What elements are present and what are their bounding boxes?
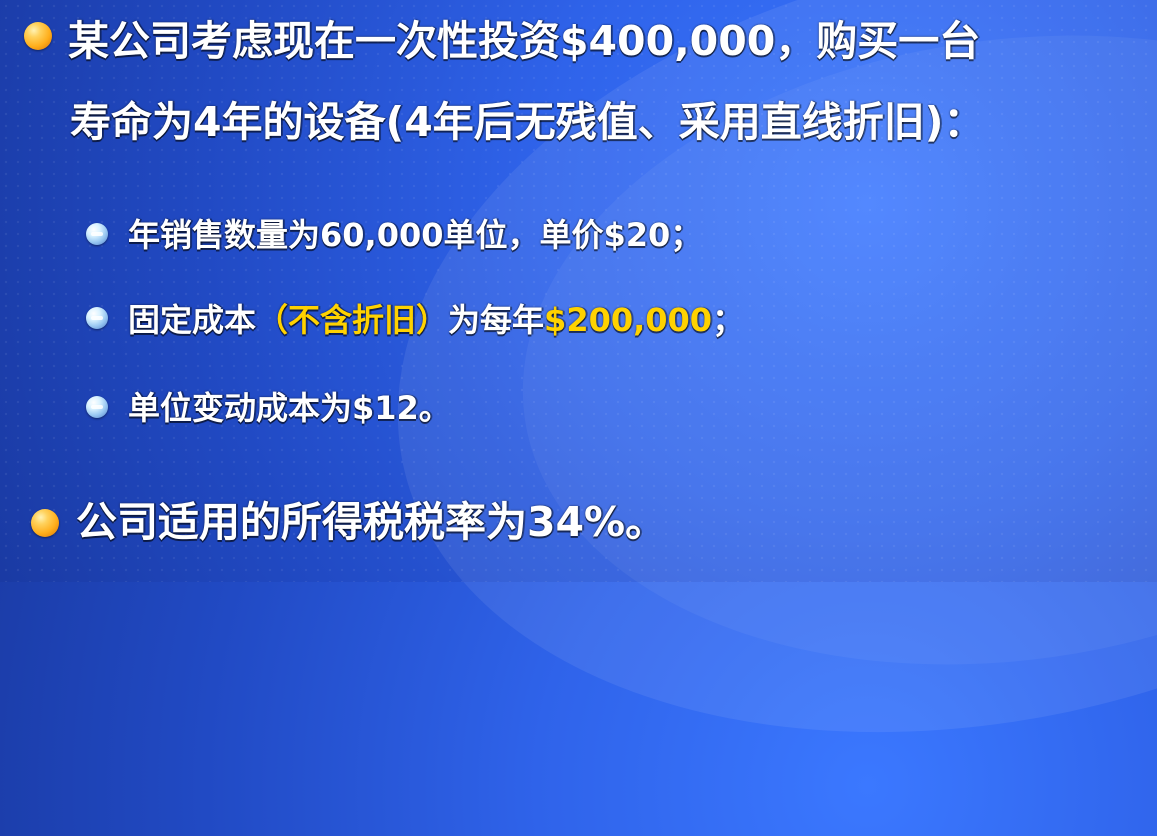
sub-item-2: 固定成本（不含折旧）为每年$200,000；: [128, 304, 744, 336]
sub-item-1: 年销售数量为60,000单位，单价$20；: [128, 216, 703, 254]
main-bullet-icon: [24, 22, 52, 50]
main-bullet-2-text: 公司适用的所得税税率为34%。: [76, 498, 667, 546]
sub-item-2-prefix: 固定成本: [128, 301, 257, 339]
sub-bullet-icon: [86, 396, 108, 418]
main-bullet-1-line-2: 寿命为4年的设备(4年后无残值、采用直线折旧)：: [70, 98, 985, 146]
sub-bullet-icon: [86, 223, 108, 245]
main-bullet-1-line-1: 某公司考虑现在一次性投资$400,000，购买一台: [68, 17, 981, 65]
sub-item-2-highlight-1: （不含折旧）: [256, 301, 449, 339]
slide-content: 某公司考虑现在一次性投资$400,000，购买一台 寿命为4年的设备(4年后无残…: [24, 17, 985, 546]
sub-item-2-middle: 为每年: [448, 301, 545, 339]
sub-bullet-icon: [86, 307, 108, 329]
sub-item-2-suffix: ；: [712, 301, 745, 339]
background-dot-pattern: [0, 0, 1157, 582]
main-bullet-icon: [31, 509, 59, 537]
slide-canvas: 某公司考虑现在一次性投资$400,000，购买一台 寿命为4年的设备(4年后无残…: [0, 0, 1157, 582]
sub-item-2-highlight-2: $200,000: [544, 301, 713, 339]
sub-item-3: 单位变动成本为$12。: [128, 389, 451, 427]
